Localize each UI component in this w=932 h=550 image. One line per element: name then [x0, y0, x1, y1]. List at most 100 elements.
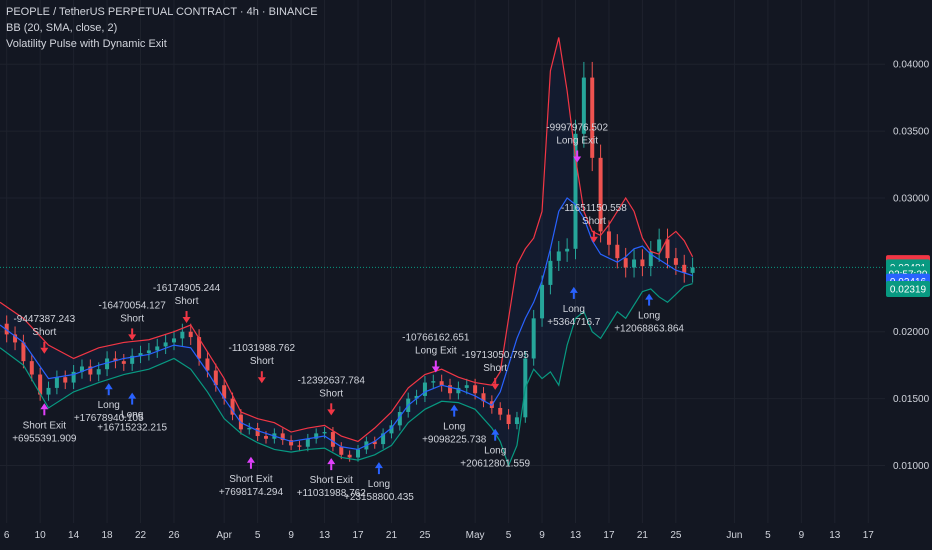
signal-sublabel: Short	[582, 216, 606, 227]
candle-body	[264, 436, 269, 439]
x-tick-label: 9	[288, 530, 294, 541]
signal-label: Long	[484, 446, 506, 457]
candle-body	[54, 377, 59, 388]
x-tick-label: 13	[319, 530, 331, 541]
signal-sublabel: +6955391.909	[12, 433, 77, 444]
signal-label: -10766162.651	[402, 333, 470, 344]
price-tag-label: 0.02319	[890, 285, 927, 296]
candle-body	[598, 157, 603, 232]
candle-body	[665, 239, 670, 259]
candle-body	[623, 258, 628, 268]
candle-body	[280, 433, 285, 441]
signal-label: Long	[368, 479, 390, 490]
candle-body	[347, 454, 352, 458]
bb-lower-line	[0, 282, 693, 468]
signal-label: Long	[563, 304, 585, 315]
y-tick-label: 0.04000	[893, 60, 930, 71]
candle-body	[113, 358, 118, 362]
signal-label: Short Exit	[310, 475, 354, 486]
exit-arrow	[431, 366, 440, 373]
candle-body	[96, 369, 101, 375]
candle-body	[330, 432, 335, 447]
candle-body	[590, 77, 595, 158]
candle-body	[473, 385, 478, 394]
candle-body	[540, 284, 545, 319]
candle-body	[163, 342, 168, 347]
candle-body	[565, 248, 570, 252]
exit-arrow	[327, 458, 336, 465]
signal-label: Short Exit	[23, 420, 67, 431]
signal-label: Long	[98, 400, 120, 411]
candle-body	[456, 387, 461, 394]
long-arrow	[374, 462, 383, 469]
signal-label: Long	[638, 311, 660, 322]
candle-body	[648, 251, 653, 267]
x-tick-label: 26	[168, 530, 180, 541]
candle-body	[130, 355, 135, 364]
candle-body	[230, 398, 235, 415]
candle-body	[21, 342, 26, 362]
candle-body	[71, 371, 76, 383]
signal-label: -11651150.558	[561, 203, 627, 214]
x-tick-label: 25	[419, 530, 431, 541]
candle-body	[414, 395, 419, 399]
bb-upper-line	[0, 37, 694, 443]
x-tick-label: 6	[4, 530, 10, 541]
signal-label: Short Exit	[229, 474, 273, 485]
x-tick-label: 13	[570, 530, 582, 541]
x-tick-label: 10	[35, 530, 47, 541]
candle-body	[13, 334, 18, 343]
x-tick-label: 5	[255, 530, 261, 541]
candle-body	[38, 374, 43, 395]
short-arrow	[491, 383, 500, 390]
candle-body	[514, 417, 519, 425]
x-tick-label: Jun	[726, 530, 742, 541]
signal-sublabel: +7698174.294	[219, 487, 284, 498]
candle-body	[481, 393, 486, 402]
long-arrow	[450, 404, 459, 411]
candle-body	[606, 231, 611, 245]
candle-body	[297, 445, 302, 447]
x-tick-label: 5	[506, 530, 512, 541]
x-tick-label: 17	[603, 530, 615, 541]
candle-body	[79, 366, 84, 372]
candle-body	[46, 387, 51, 395]
candle-body	[640, 259, 645, 267]
signal-sublabel: +12068863.864	[614, 324, 684, 335]
candle-body	[632, 259, 637, 268]
exit-arrow	[246, 456, 255, 463]
candle-body	[255, 428, 260, 437]
bollinger-bands-legend[interactable]: BB (20, SMA, close, 2)	[6, 22, 118, 34]
symbol-title[interactable]: PEOPLE / TetherUS PERPETUAL CONTRACT · 4…	[6, 6, 318, 18]
x-tick-label: 21	[637, 530, 649, 541]
signal-sublabel: +17678940.105	[74, 413, 144, 424]
signal-label: -9447387.243	[13, 314, 75, 325]
candle-body	[171, 338, 176, 343]
exit-arrow	[573, 156, 582, 163]
short-arrow	[327, 409, 336, 416]
short-arrow	[182, 317, 191, 324]
candle-body	[289, 440, 294, 446]
x-tick-label: 17	[863, 530, 875, 541]
y-tick-label: 0.03500	[893, 127, 930, 138]
candle-body	[690, 267, 695, 273]
long-arrow	[128, 392, 137, 399]
long-arrow	[104, 383, 113, 390]
candle-body	[397, 411, 402, 426]
chart-legend: PEOPLE / TetherUS PERPETUAL CONTRACT · 4…	[6, 4, 318, 52]
signal-label: Long	[443, 422, 465, 433]
signal-label: -16174905.244	[153, 283, 221, 294]
candle-body	[29, 361, 34, 375]
candle-body	[121, 361, 126, 364]
signal-label: -9997976.502	[546, 123, 608, 134]
strategy-legend[interactable]: Volatility Pulse with Dynamic Exit	[6, 38, 167, 50]
candle-body	[197, 337, 202, 359]
candle-body	[188, 331, 193, 338]
x-tick-label: 18	[102, 530, 114, 541]
bb-basis-line	[0, 197, 693, 451]
x-tick-label: 9	[539, 530, 545, 541]
candle-body	[322, 432, 327, 434]
price-tag	[886, 281, 930, 298]
